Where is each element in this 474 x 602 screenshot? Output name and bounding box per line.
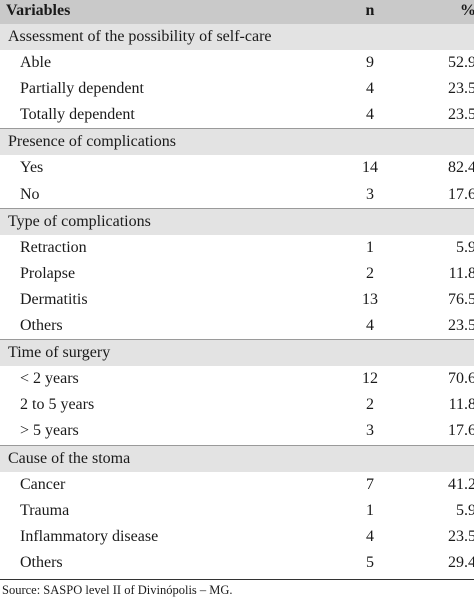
table-row: Inflammatory disease 4 23.5 — [0, 523, 474, 550]
row-percent: 11.8 — [448, 396, 474, 414]
row-percent: 76.5 — [448, 290, 474, 308]
row-label: Others — [20, 553, 63, 571]
section-row: Time of surgery — [0, 339, 474, 367]
row-n: 4 — [366, 527, 374, 545]
table-row: Able 9 52.9 — [0, 50, 474, 77]
row-percent: 23.5 — [448, 527, 474, 545]
row-percent: 17.6 — [448, 185, 474, 203]
header-percent: % — [416, 0, 474, 22]
table-row: Cancer 7 41.2 — [0, 471, 474, 498]
section-row: Cause of the stoma — [0, 444, 474, 472]
footer-divider — [0, 579, 474, 580]
row-n: 2 — [366, 396, 374, 414]
row-label: < 2 years — [20, 370, 79, 388]
row-label: Able — [20, 54, 52, 72]
table-row: 2 to 5 years 2 11.8 — [0, 392, 474, 419]
header-variables: Variables — [6, 2, 71, 19]
section-title: Assessment of the possibility of self-ca… — [8, 28, 272, 45]
row-n: 4 — [366, 80, 374, 98]
row-n: 5 — [366, 553, 374, 571]
row-percent: 70.6 — [448, 370, 474, 388]
row-n: 14 — [362, 159, 378, 177]
row-n: 1 — [366, 238, 374, 256]
source-note: Source: SASPO level II of Divinópolis – … — [2, 583, 233, 597]
table-row: No 3 17.6 — [0, 181, 474, 208]
row-n: 9 — [366, 54, 374, 72]
table-row: Prolapse 2 11.8 — [0, 260, 474, 287]
row-percent: 23.5 — [448, 106, 474, 124]
section-title: Presence of complications — [8, 133, 176, 151]
table-row: Partially dependent 4 23.5 — [0, 76, 474, 103]
row-percent: 11.8 — [448, 264, 474, 282]
row-label: Retraction — [20, 238, 87, 256]
row-percent: 52.9 — [448, 54, 474, 72]
row-percent: 41.2 — [448, 475, 474, 493]
row-label: No — [20, 185, 40, 203]
table-header-row: Variables n % — [0, 0, 474, 24]
row-n: 7 — [366, 475, 374, 493]
section-row: Type of complications — [0, 207, 474, 235]
section-title: Type of complications — [8, 212, 151, 230]
section-title: Time of surgery — [8, 344, 111, 362]
row-n: 4 — [366, 317, 374, 335]
row-label: Trauma — [20, 501, 70, 519]
row-label: Others — [20, 317, 63, 335]
table-row: Others 4 23.5 — [0, 313, 474, 340]
row-n: 4 — [366, 106, 374, 124]
row-percent: 82.4 — [448, 159, 474, 177]
row-percent: 5.9 — [456, 238, 474, 256]
row-n: 13 — [362, 290, 378, 308]
row-label: 2 to 5 years — [20, 396, 95, 414]
row-percent: 23.5 — [448, 317, 474, 335]
row-label: Partially dependent — [20, 80, 144, 98]
section-row: Assessment of the possibility of self-ca… — [0, 24, 474, 51]
section-row: Presence of complications — [0, 128, 474, 156]
table-body: Assessment of the possibility of self-ca… — [0, 24, 474, 576]
header-n: n — [365, 2, 375, 19]
row-label: Totally dependent — [20, 106, 135, 124]
row-percent: 23.5 — [448, 80, 474, 98]
row-n: 1 — [366, 501, 374, 519]
row-n: 2 — [366, 264, 374, 282]
table-row: Yes 14 82.4 — [0, 155, 474, 182]
row-label: Cancer — [20, 475, 66, 493]
table-row: Others 5 29.4 — [0, 549, 474, 576]
row-n: 3 — [366, 422, 374, 440]
section-title: Cause of the stoma — [8, 449, 131, 467]
row-label: Prolapse — [20, 264, 76, 282]
row-n: 12 — [362, 370, 378, 388]
table-row: > 5 years 3 17.6 — [0, 418, 474, 445]
table-row: Totally dependent 4 23.5 — [0, 102, 474, 129]
table-row: Retraction 1 5.9 — [0, 234, 474, 261]
row-label: > 5 years — [20, 422, 79, 440]
row-n: 3 — [366, 185, 374, 203]
table-row: Trauma 1 5.9 — [0, 497, 474, 524]
table-row: Dermatitis 13 76.5 — [0, 286, 474, 314]
row-percent: 29.4 — [448, 553, 474, 571]
row-percent: 17.6 — [448, 422, 474, 440]
table-row: < 2 years 12 70.6 — [0, 366, 474, 393]
row-label: Dermatitis — [20, 290, 88, 308]
data-table: Variables n % Assessment of the possibil… — [0, 0, 474, 576]
row-label: Inflammatory disease — [20, 527, 159, 545]
row-percent: 5.9 — [456, 501, 474, 519]
row-label: Yes — [20, 159, 44, 177]
